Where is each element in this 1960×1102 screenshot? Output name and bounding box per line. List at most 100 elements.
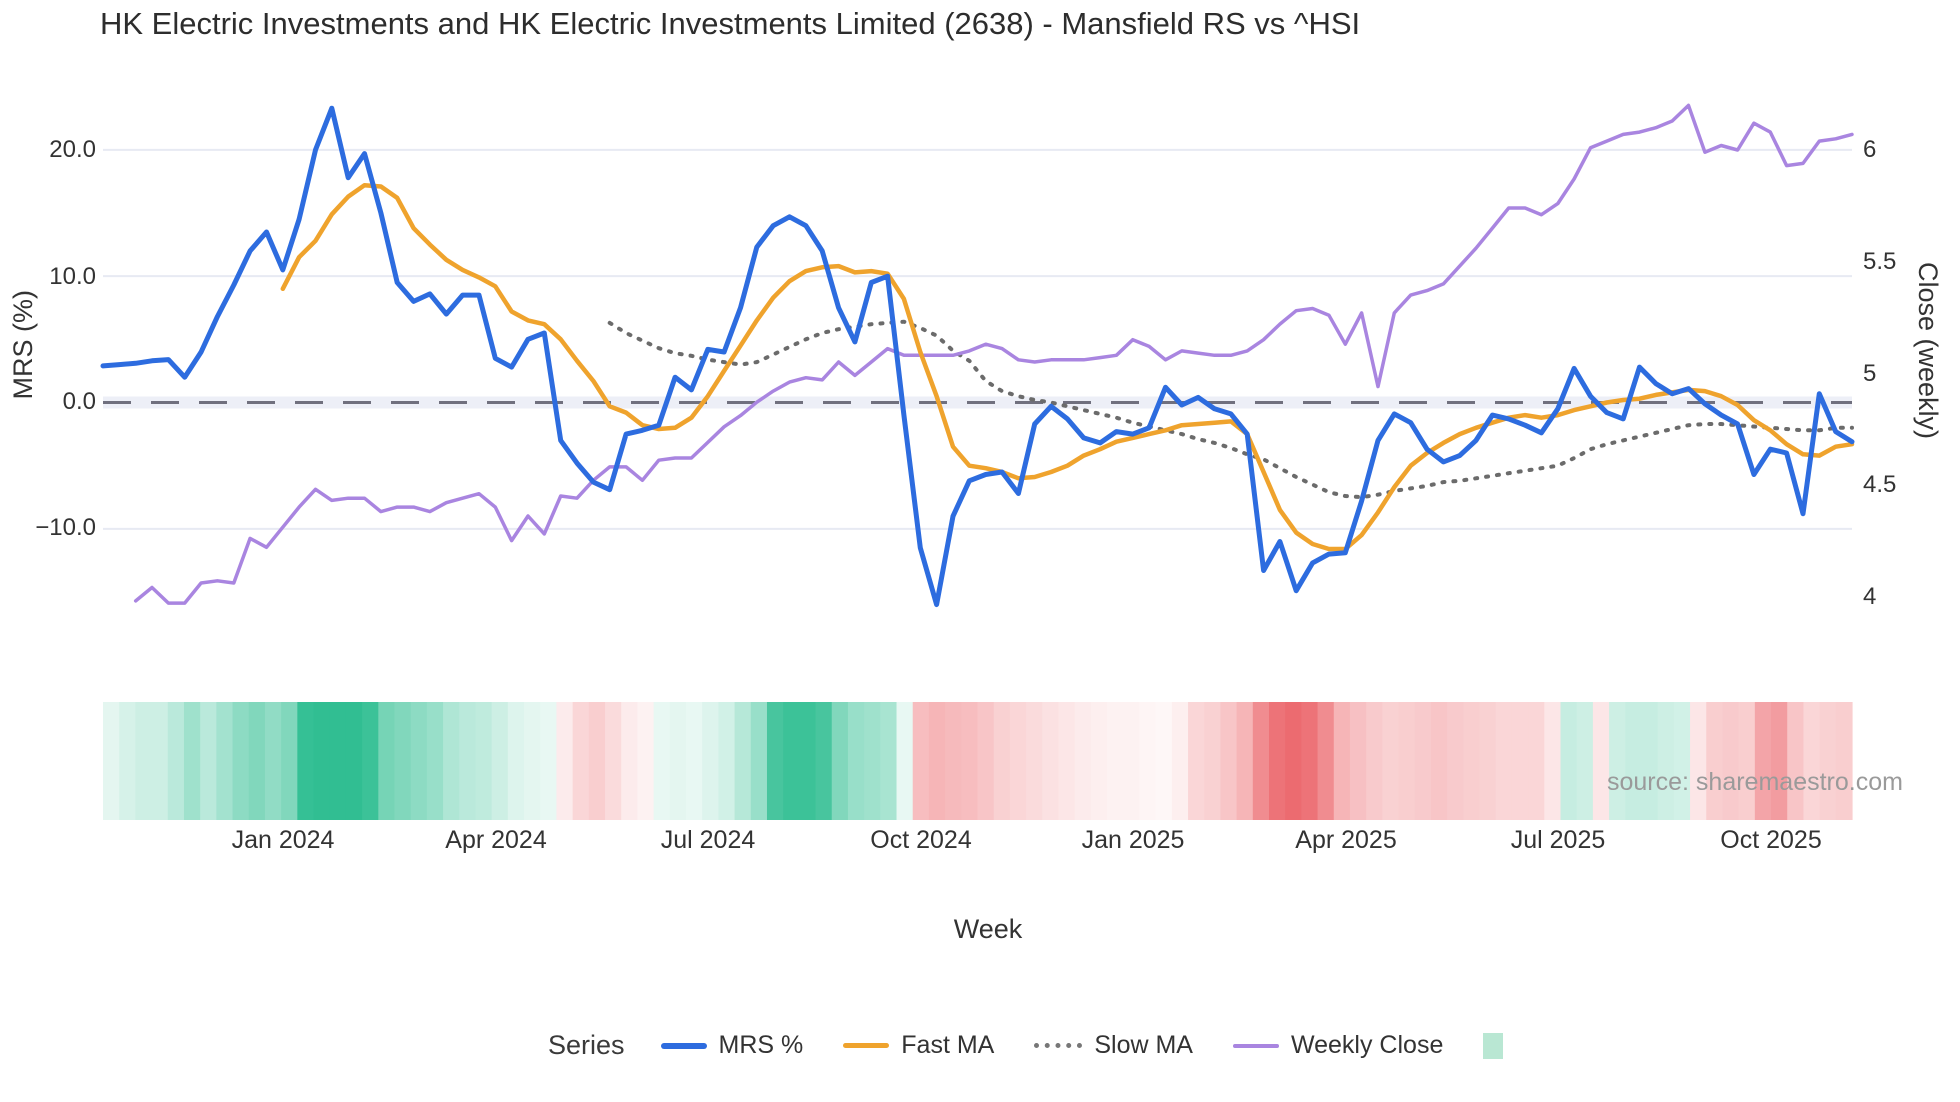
mrs-line-swatch-icon: [660, 1042, 707, 1049]
heatmap-cell: [475, 702, 493, 820]
heatmap-cell: [1301, 702, 1319, 820]
legend-item-slow-ma[interactable]: Slow MA: [1034, 1031, 1193, 1060]
heatmap-cell: [540, 702, 558, 820]
heatmap-cell: [1754, 702, 1772, 820]
legend-item-fast-ma[interactable]: Fast MA: [843, 1031, 994, 1060]
heatmap-cell: [718, 702, 736, 820]
heatmap-cell: [1349, 702, 1367, 820]
heatmap-cell: [1560, 702, 1578, 820]
heatmap-cell: [297, 702, 315, 820]
heatmap-cell: [103, 702, 120, 820]
heatmap-cell: [329, 702, 347, 820]
heatmap-cell: [1414, 702, 1432, 820]
heatmap-cell: [1220, 702, 1238, 820]
heatmap-cell: [686, 702, 703, 820]
weekly-close-line-swatch-icon: [1232, 1043, 1279, 1048]
heatmap-cell: [864, 702, 881, 820]
heatmap-cell: [1252, 702, 1270, 820]
heatmap-cell: [556, 702, 574, 820]
heatmap-cell: [119, 702, 136, 820]
series-line-weekly-close: [133, 103, 1854, 605]
heatmap-cell: [362, 702, 379, 820]
heatmap-cell: [1447, 702, 1464, 820]
heatmap-cell: [1009, 702, 1027, 820]
heatmap-cell: [1528, 702, 1545, 820]
heatmap-cell: [1673, 702, 1691, 820]
x-tick-jan-2024: Jan 2024: [231, 826, 335, 854]
x-tick-apr-2024: Apr 2024: [445, 826, 547, 854]
heatmap-cell: [702, 702, 719, 820]
heatmap-cell: [1690, 702, 1707, 820]
heatmap-cell: [734, 702, 752, 820]
heatmap-cell: [524, 702, 541, 820]
heatmap-cell: [783, 702, 800, 820]
heatmap-cell: [766, 702, 784, 820]
heatmap-cell: [831, 702, 849, 820]
heatmap-cell: [993, 702, 1011, 820]
heatmap-cell: [1188, 702, 1205, 820]
heatmap-cell: [264, 702, 282, 820]
heatmap-cell: [1123, 702, 1141, 820]
heatmap-cell: [605, 702, 622, 820]
heatmap-cell: [1107, 702, 1124, 820]
legend-label: MRS %: [718, 1031, 804, 1059]
y-left-tick: 20.0: [49, 136, 96, 163]
heatmap-cell: [1722, 702, 1740, 820]
heatmap-cell: [313, 702, 331, 820]
heatmap-cell: [799, 702, 817, 820]
legend-item-weekly-close[interactable]: Weekly Close: [1232, 1031, 1443, 1060]
series-line-fast-ma: [280, 182, 1855, 552]
heatmap-swatch-icon: [1483, 1032, 1504, 1059]
heatmap-cell: [621, 702, 639, 820]
series-line-slow-ma: [607, 319, 1854, 500]
heatmap-cell: [1366, 702, 1383, 820]
heatmap-cell: [928, 702, 946, 820]
heatmap-cell: [1317, 702, 1335, 820]
heatmap-cell: [1771, 702, 1788, 820]
heatmap-cell: [1803, 702, 1821, 820]
y-right-tick: 4: [1863, 583, 1877, 610]
heatmap-cell: [1042, 702, 1060, 820]
heatmap-cell: [135, 702, 153, 820]
heatmap-cell: [1139, 702, 1157, 820]
y-left-tick: 0.0: [62, 388, 96, 415]
heatmap-cell: [1625, 702, 1643, 820]
legend-label: Slow MA: [1094, 1031, 1193, 1059]
heatmap-cell: [1236, 702, 1254, 820]
legend-item-mrs[interactable]: MRS %: [660, 1031, 804, 1060]
heatmap-cell: [426, 702, 444, 820]
heatmap-cell: [1090, 702, 1108, 820]
heatmap-cell: [394, 702, 412, 820]
heatmap-cell: [977, 702, 995, 820]
heatmap-cell: [1269, 702, 1286, 820]
heatmap-cell: [1544, 702, 1562, 820]
heatmap-cell: [1511, 702, 1529, 820]
heatmap-cell: [1285, 702, 1302, 820]
heatmap-cell: [378, 702, 396, 820]
heatmap-cell: [1576, 702, 1594, 820]
heatmap-cell: [961, 702, 979, 820]
heatmap-cell: [896, 702, 914, 820]
heatmap-cell: [815, 702, 833, 820]
x-tick-oct-2024: Oct 2024: [870, 826, 972, 854]
heatmap-cell: [912, 702, 930, 820]
heatmap-cell: [1333, 702, 1351, 820]
y-right-tick: 4.5: [1863, 471, 1897, 498]
heatmap-cell: [232, 702, 250, 820]
heatmap-cell: [1592, 702, 1610, 820]
y-right-tick: 5: [1863, 360, 1877, 387]
heatmap-cell: [281, 702, 298, 820]
heatmap-cell: [1058, 702, 1076, 820]
heatmap-cell: [1463, 702, 1481, 820]
heatmap-cell: [1026, 702, 1043, 820]
chart-title: HK Electric Investments and HK Electric …: [100, 6, 1361, 41]
legend-item-heatmap[interactable]: [1483, 1032, 1504, 1059]
heatmap-cell: [1609, 702, 1626, 820]
heatmap-cell: [1495, 702, 1513, 820]
heatmap-cell: [1738, 702, 1756, 820]
heatmap-cell: [410, 702, 428, 820]
heatmap-cell: [1641, 702, 1659, 820]
legend: Series MRS % Fast MA Slow MA Weekly Clos…: [548, 1030, 1529, 1061]
